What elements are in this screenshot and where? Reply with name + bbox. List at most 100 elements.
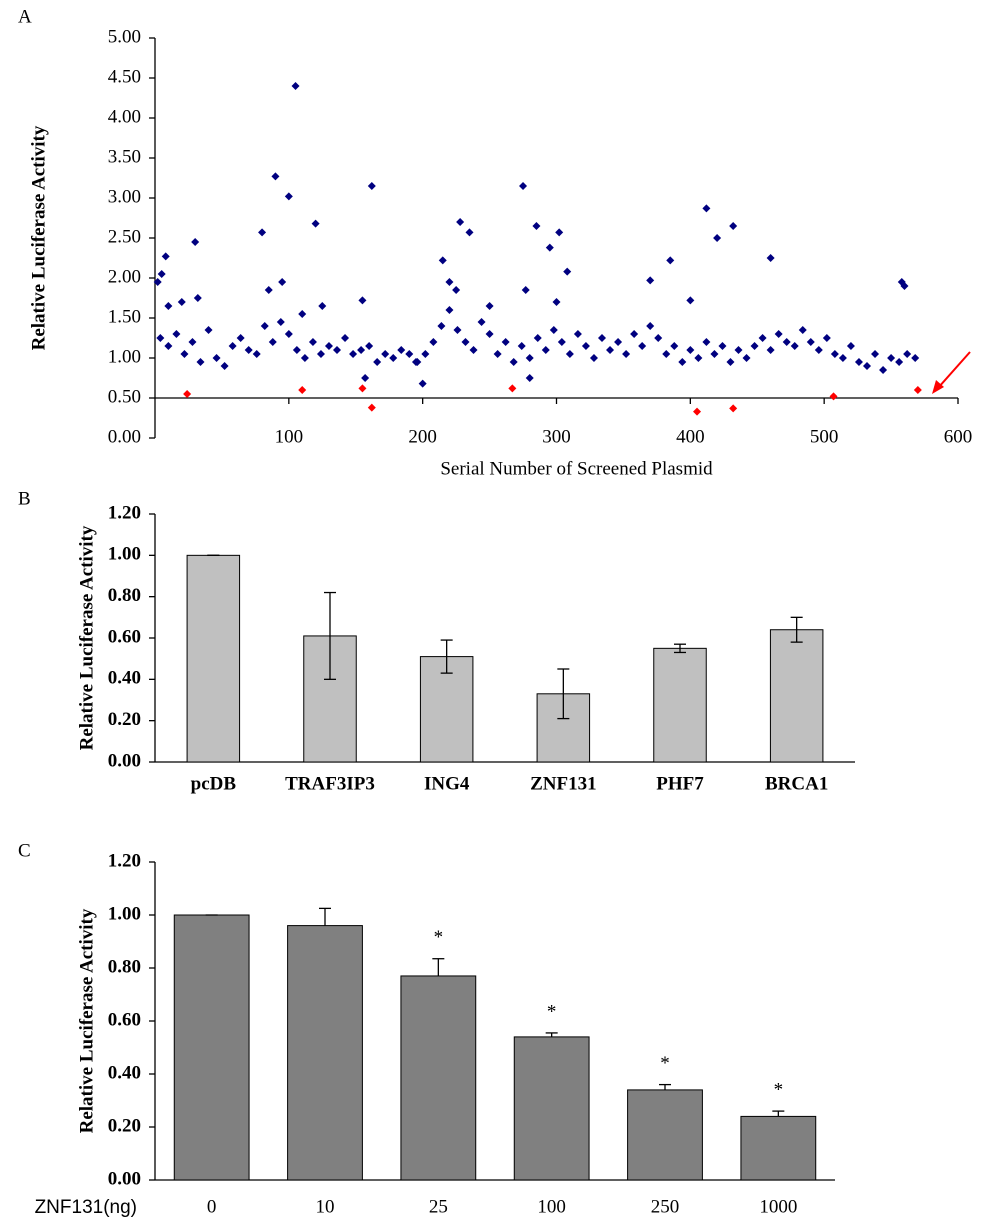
point xyxy=(726,358,735,366)
point xyxy=(694,354,703,362)
point xyxy=(766,254,775,262)
point xyxy=(734,346,743,354)
point xyxy=(541,346,550,354)
point xyxy=(161,252,170,261)
point xyxy=(871,350,880,358)
point xyxy=(900,282,909,290)
y-tick-label: 0.50 xyxy=(108,386,141,407)
bar xyxy=(513,1036,590,1181)
point xyxy=(437,322,446,330)
point xyxy=(862,362,871,370)
x-tick-label: 250 xyxy=(651,1196,680,1217)
point xyxy=(264,286,273,294)
x-tick-label: pcDB xyxy=(191,773,237,794)
point xyxy=(429,338,438,346)
point xyxy=(180,350,189,358)
point xyxy=(646,276,655,285)
x-tick-label: 400 xyxy=(676,426,705,447)
point xyxy=(525,354,534,362)
point xyxy=(666,256,675,265)
point xyxy=(879,366,888,374)
point xyxy=(367,182,376,190)
point xyxy=(555,228,564,237)
point xyxy=(298,386,307,394)
y-tick-label: 0.80 xyxy=(108,956,141,977)
point xyxy=(291,82,300,90)
panel-label: B xyxy=(18,488,31,509)
point xyxy=(324,342,333,350)
point xyxy=(156,334,165,342)
point xyxy=(367,403,376,412)
y-tick-label: 5.00 xyxy=(108,26,141,47)
point xyxy=(341,334,350,342)
point xyxy=(519,182,528,190)
x-tick-label: 0 xyxy=(207,1196,217,1217)
x-tick-label: 500 xyxy=(810,426,839,447)
point xyxy=(710,350,719,358)
point xyxy=(361,374,370,382)
y-axis-label: Relative Luciferase Activity xyxy=(28,125,49,350)
point xyxy=(278,278,287,286)
y-tick-label: 1.50 xyxy=(108,306,141,327)
point xyxy=(357,346,366,354)
point xyxy=(646,322,655,330)
point xyxy=(758,334,767,342)
point xyxy=(509,358,518,366)
x-tick-label: 1000 xyxy=(759,1196,797,1217)
point xyxy=(316,350,325,358)
point xyxy=(389,354,398,362)
point xyxy=(822,334,831,342)
point xyxy=(405,350,414,358)
point xyxy=(284,192,293,201)
point xyxy=(806,338,815,346)
point xyxy=(854,358,863,366)
point xyxy=(477,318,486,326)
point xyxy=(589,354,598,362)
bar xyxy=(419,656,474,763)
x-tick-label: 300 xyxy=(542,426,571,447)
y-tick-label: 3.50 xyxy=(108,146,141,167)
y-tick-label: 0.20 xyxy=(108,709,141,730)
point xyxy=(204,326,213,334)
point xyxy=(670,342,679,350)
point xyxy=(258,228,267,237)
point xyxy=(702,338,711,346)
x-axis-label: ZNF131(ng) xyxy=(35,1197,137,1218)
point xyxy=(911,354,920,362)
bar xyxy=(400,975,477,1181)
point xyxy=(318,302,327,310)
point xyxy=(453,326,462,334)
point xyxy=(782,338,791,346)
point xyxy=(913,386,922,394)
point xyxy=(829,392,838,401)
point xyxy=(260,322,269,330)
bar xyxy=(186,554,241,763)
y-tick-label: 2.50 xyxy=(108,226,141,247)
point xyxy=(606,346,615,354)
x-tick-label: 25 xyxy=(429,1196,448,1217)
x-tick-label: PHF7 xyxy=(656,773,704,794)
y-tick-label: 0.00 xyxy=(108,1168,141,1189)
point xyxy=(678,358,687,366)
point xyxy=(830,350,839,358)
point xyxy=(397,346,406,354)
point xyxy=(413,358,422,366)
x-tick-label: BRCA1 xyxy=(765,773,828,794)
point xyxy=(686,346,695,354)
bar xyxy=(769,629,824,763)
x-tick-label: ZNF131 xyxy=(530,773,597,794)
y-tick-label: 0.60 xyxy=(108,626,141,647)
y-tick-label: 1.00 xyxy=(108,544,141,565)
point xyxy=(268,338,277,346)
point xyxy=(742,354,751,362)
annotation: * xyxy=(547,1001,557,1022)
point xyxy=(191,238,200,246)
y-axis-label: Relative Luciferase Activity xyxy=(76,908,97,1133)
arrow xyxy=(937,351,971,389)
point xyxy=(164,342,173,350)
y-tick-label: 4.00 xyxy=(108,106,141,127)
y-tick-label: 1.00 xyxy=(108,346,141,367)
point xyxy=(549,326,558,334)
point xyxy=(456,218,465,226)
point xyxy=(766,346,775,354)
